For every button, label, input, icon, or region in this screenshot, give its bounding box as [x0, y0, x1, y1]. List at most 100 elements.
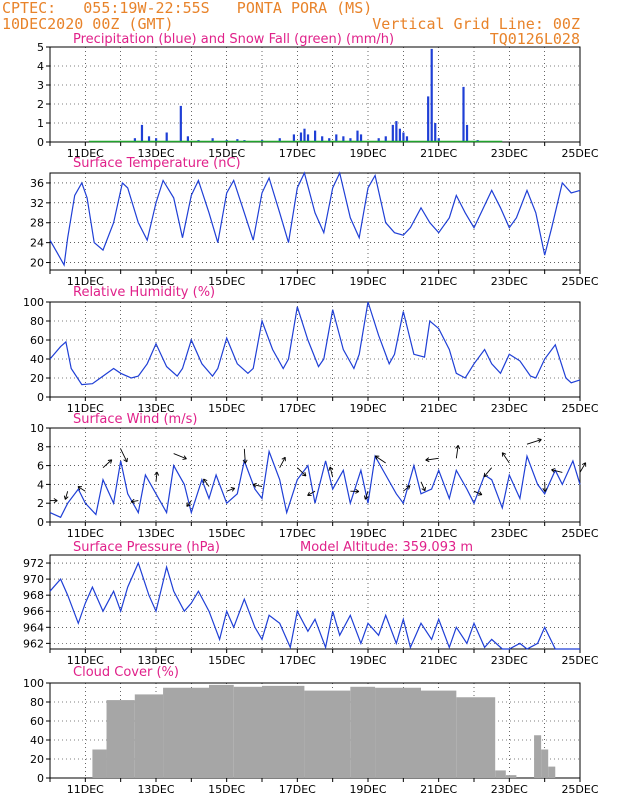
- y-tick-label: 970: [23, 573, 44, 586]
- x-tick-label: 25DEC: [561, 147, 598, 160]
- x-tick-label: 15DEC: [208, 654, 245, 667]
- wind-arrow: [364, 491, 369, 500]
- series-line: [49, 301, 581, 386]
- precip-bar: [133, 138, 136, 142]
- wind-arrow: [526, 439, 542, 445]
- x-tick-label: 17DEC: [279, 783, 316, 796]
- precip-bar: [328, 138, 331, 142]
- panel-frame: [49, 554, 581, 650]
- wind-arrow: [120, 448, 128, 463]
- wind-arrow-head: [551, 468, 556, 473]
- y-tick-label: 2: [37, 497, 44, 510]
- x-tick-label: 15DEC: [208, 402, 245, 415]
- cloud-cover-bar: [163, 687, 209, 778]
- y-tick-label: 962: [23, 637, 44, 650]
- precip-bar: [335, 134, 338, 142]
- cloud-cover-bar: [262, 685, 305, 778]
- wind-arrow: [425, 457, 439, 461]
- y-tick-label: 100: [23, 677, 44, 690]
- x-tick-label: 23DEC: [491, 783, 528, 796]
- x-tick-label: 15DEC: [208, 147, 245, 160]
- wind-arrow: [102, 459, 113, 469]
- wind-arrow-head: [355, 488, 360, 494]
- precip-bar: [299, 132, 303, 142]
- wind-arrow-head: [537, 438, 542, 443]
- precip-bar: [303, 128, 306, 142]
- cloud-cover-bar: [456, 697, 496, 778]
- precip-bar: [430, 48, 433, 142]
- cloud-cover-bar: [548, 766, 556, 778]
- precip-bar: [405, 136, 409, 142]
- y-tick-label: 0: [37, 516, 44, 529]
- precip-bar: [342, 136, 345, 142]
- precip-bar: [278, 138, 281, 142]
- precip-bar: [349, 138, 352, 142]
- precip-bar: [398, 128, 401, 142]
- y-tick-label: 4: [37, 478, 44, 491]
- wind-arrow-head: [405, 485, 411, 490]
- x-tick-label: 19DEC: [349, 147, 386, 160]
- x-tick-label: 25DEC: [561, 402, 598, 415]
- wind-arrow-head: [230, 487, 236, 492]
- y-tick-label: 36: [30, 177, 44, 190]
- wind-arrow: [329, 466, 334, 478]
- wind-arrow: [155, 471, 158, 482]
- cloud-cover-bar: [350, 686, 376, 778]
- y-tick-label: 20: [30, 257, 44, 270]
- y-tick-label: 968: [23, 589, 44, 602]
- wind-arrow-head: [501, 452, 507, 457]
- y-tick-label: 20: [30, 753, 44, 766]
- x-tick-label: 11DEC: [67, 527, 104, 540]
- wind-arrow-head: [301, 471, 307, 477]
- y-tick-label: 972: [23, 557, 44, 570]
- x-tick-label: 19DEC: [349, 783, 386, 796]
- x-tick-label: 25DEC: [561, 654, 598, 667]
- y-tick-label: 100: [23, 296, 44, 309]
- x-tick-label: 11DEC: [67, 147, 104, 160]
- wind-arrow: [501, 452, 510, 464]
- y-tick-label: 60: [30, 334, 44, 347]
- precip-bar: [395, 121, 398, 142]
- wind-arrow: [403, 485, 411, 492]
- x-tick-label: 17DEC: [279, 147, 316, 160]
- panel-frame: [49, 46, 581, 143]
- wind-arrow: [473, 490, 483, 496]
- x-tick-label: 21DEC: [420, 654, 457, 667]
- wind-arrow-head: [242, 459, 248, 464]
- series-line: [49, 449, 581, 519]
- y-tick-label: 5: [37, 41, 44, 54]
- wind-arrow-head: [581, 462, 587, 467]
- wind-arrow-head: [186, 502, 191, 507]
- precip-bar: [292, 134, 295, 142]
- wind-title: Surface Wind (m/s): [73, 412, 198, 427]
- x-tick-label: 17DEC: [279, 402, 316, 415]
- station-header: CPTEC: 055:19W-22:55S PONTA PORA (MS): [2, 0, 373, 17]
- precip-bar: [427, 96, 430, 142]
- wind-arrow-head: [307, 491, 312, 497]
- panel-frame: [49, 301, 581, 398]
- wind-arrow-head: [123, 457, 128, 463]
- x-tick-label: 23DEC: [491, 654, 528, 667]
- wind-arrow: [252, 484, 263, 487]
- wind-arrow-head: [374, 455, 380, 460]
- precip-bar: [306, 134, 310, 142]
- x-tick-label: 19DEC: [349, 402, 386, 415]
- cloud-title: Cloud Cover (%): [73, 665, 179, 680]
- precip-bar: [402, 132, 405, 142]
- cloud-cover-bar: [375, 687, 421, 778]
- x-tick-label: 13DEC: [137, 402, 174, 415]
- x-tick-label: 25DEC: [561, 783, 598, 796]
- wind-arrow-head: [182, 455, 187, 460]
- wind-arrow: [455, 445, 459, 459]
- x-tick-label: 23DEC: [491, 275, 528, 288]
- x-tick-label: 17DEC: [279, 654, 316, 667]
- wind-arrow-head: [328, 466, 334, 471]
- wind-arrow: [186, 500, 192, 507]
- wind-arrow: [375, 455, 386, 464]
- wind-arrow: [131, 500, 139, 503]
- y-tick-label: 40: [30, 353, 44, 366]
- wind-arrow: [307, 490, 316, 496]
- wind-arrow-head: [130, 498, 136, 504]
- y-tick-label: 966: [23, 605, 44, 618]
